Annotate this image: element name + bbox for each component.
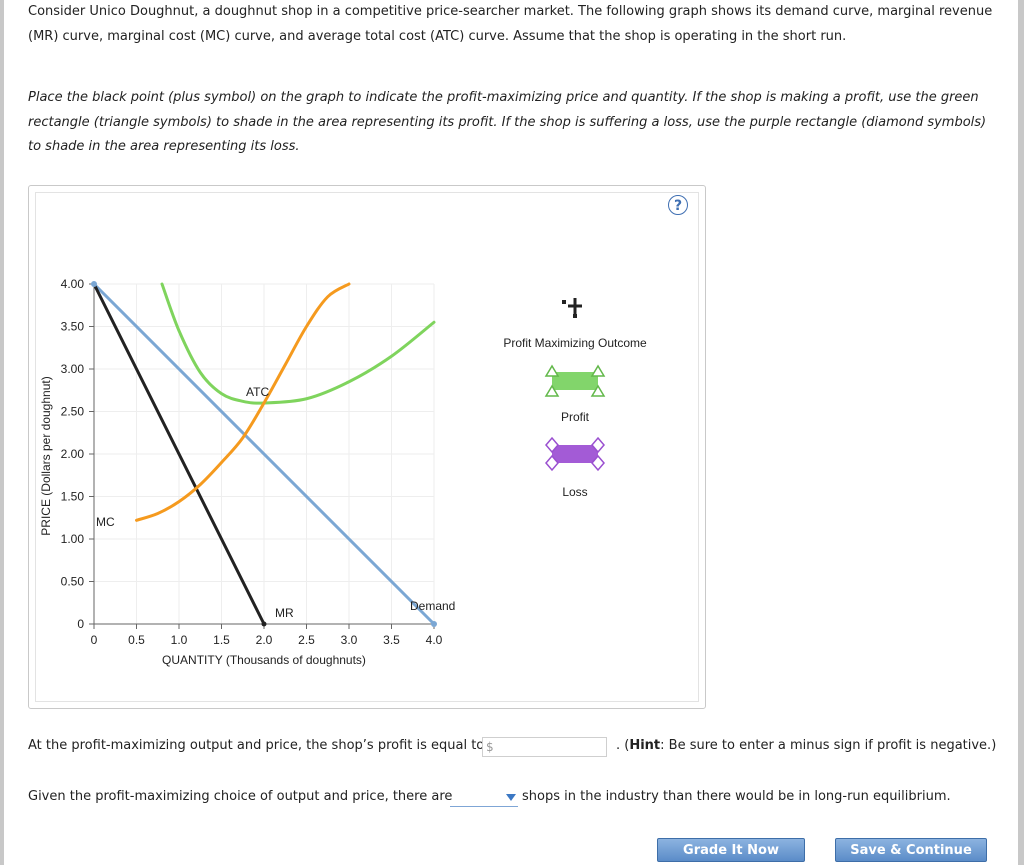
question-shops-text: Given the profit-maximizing choice of ou… xyxy=(28,789,453,804)
chevron-down-icon[interactable] xyxy=(506,794,516,801)
right-scrollbar[interactable] xyxy=(1018,0,1024,865)
graph-panel xyxy=(28,185,706,709)
shops-dropdown[interactable] xyxy=(450,789,518,807)
graph-panel-inner xyxy=(35,192,699,702)
help-icon[interactable]: ? xyxy=(668,195,688,215)
left-border xyxy=(0,0,4,865)
grade-it-now-button[interactable]: Grade It Now xyxy=(657,838,805,862)
question-profit-text: At the profit-maximizing output and pric… xyxy=(28,738,485,753)
hint-text: . (Hint: Be sure to enter a minus sign i… xyxy=(616,738,997,753)
profit-input[interactable]: $ xyxy=(482,737,607,757)
currency-symbol: $ xyxy=(486,740,494,754)
intro-text: Consider Unico Doughnut, a doughnut shop… xyxy=(28,4,993,44)
save-and-continue-button[interactable]: Save & Continue xyxy=(835,838,987,862)
instructions-text: Place the black point (plus symbol) on t… xyxy=(28,90,987,154)
hint-body: Be sure to enter a minus sign if profit … xyxy=(668,738,997,753)
hint-bold: Hint xyxy=(629,738,661,753)
question-shops-after: shops in the industry than there would b… xyxy=(522,789,951,804)
